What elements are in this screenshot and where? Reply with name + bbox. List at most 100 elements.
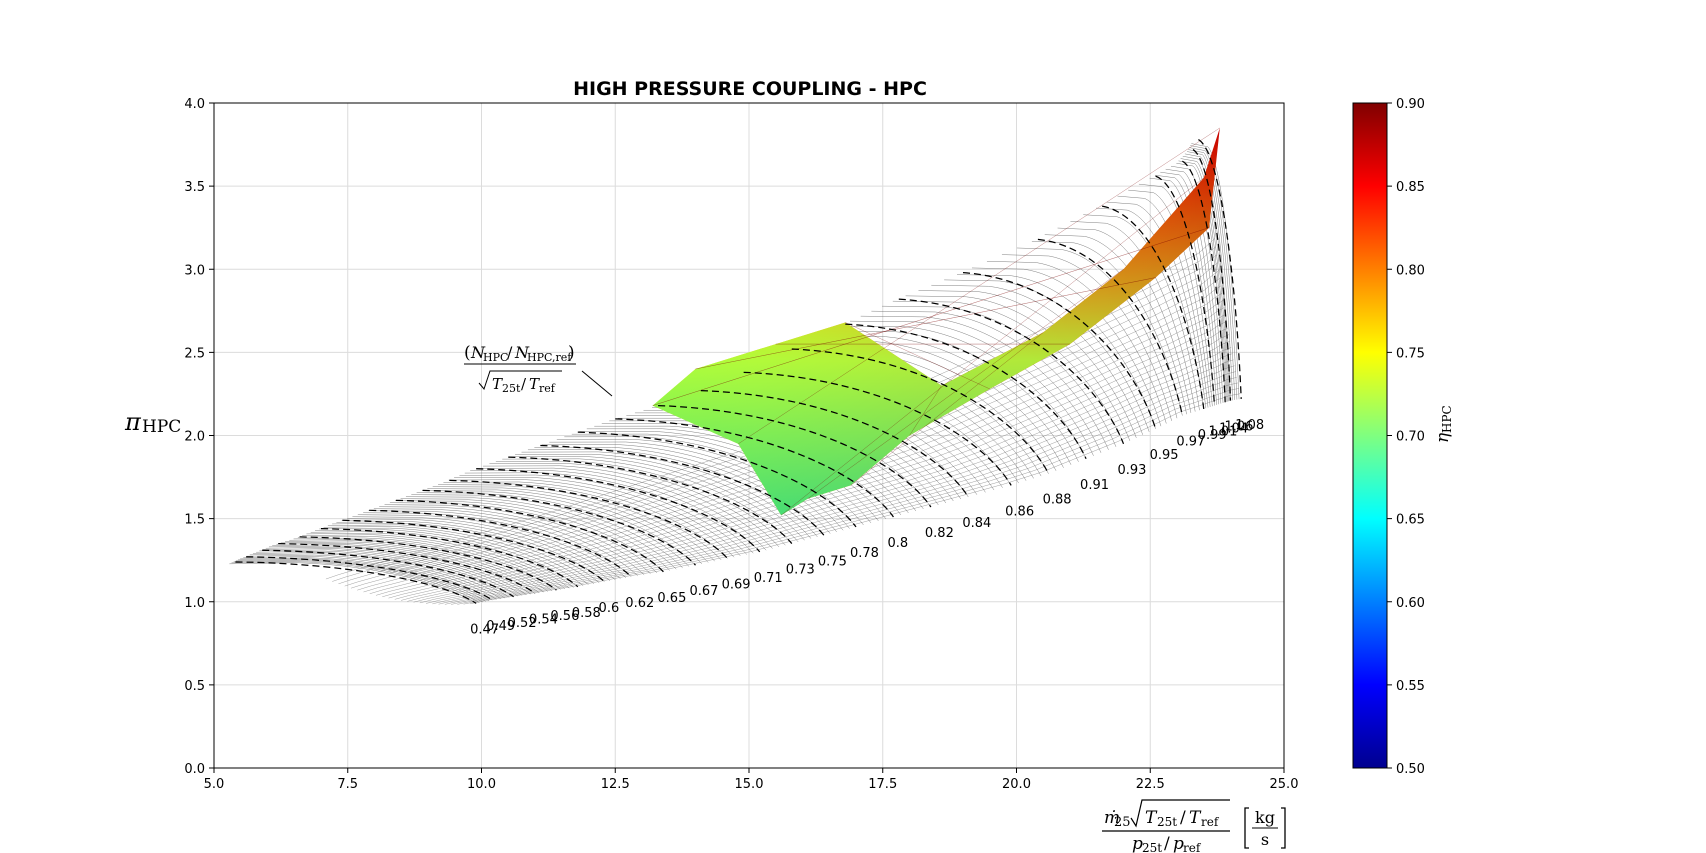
efficiency-contour (357, 277, 1221, 591)
efficiency-contour (332, 522, 600, 583)
efficiency-contour (347, 517, 616, 580)
surface-contour (807, 269, 1124, 499)
efficiency-contour (357, 513, 627, 578)
svg-text:HPC: HPC (142, 417, 181, 437)
svg-text:HPC,ref: HPC,ref (527, 351, 572, 364)
efficiency-contour (527, 449, 818, 538)
speed-line (845, 323, 1087, 460)
speed-line (1101, 205, 1205, 409)
efficiency-contour (310, 531, 574, 588)
surface-contour (909, 385, 942, 436)
svg-text:T: T (1189, 808, 1202, 828)
speed-line-label: 1.06 (1225, 420, 1254, 435)
svg-text:T: T (1145, 808, 1158, 828)
efficiency-contour (1057, 227, 1192, 413)
speed-line (508, 456, 793, 544)
x-tick-label: 17.5 (868, 777, 897, 792)
speed-line (743, 371, 1012, 486)
y-tick-label: 0.0 (184, 762, 205, 777)
speed-line (1155, 175, 1216, 406)
speed-line-label: 0.58 (572, 606, 601, 621)
efficiency-contour (1190, 145, 1238, 400)
speed-line-label: 0.86 (1005, 504, 1034, 519)
svg-text:p: p (1132, 834, 1143, 853)
speed-line-label: 0.52 (508, 616, 537, 631)
svg-text:25t: 25t (1157, 815, 1177, 829)
speed-line (449, 479, 729, 559)
surface-contour (807, 269, 1124, 499)
efficiency-contour (451, 377, 1237, 605)
speed-line-label: 0.56 (550, 609, 579, 624)
efficiency-contour (1106, 201, 1207, 409)
efficiency-contour (1178, 160, 1227, 402)
svg-text:T: T (492, 375, 503, 393)
colorbar-tick-label: 0.65 (1396, 513, 1425, 528)
efficiency-contour (1189, 147, 1236, 400)
efficiency-contour (373, 507, 645, 575)
efficiency-contour (438, 365, 1235, 605)
y-tick-label: 1.0 (184, 596, 205, 611)
colorbar-ticks: 0.50 0.55 0.60 0.65 0.70 0.75 0.80 0.85 0.90 (1387, 97, 1425, 777)
efficiency-contour (1117, 195, 1209, 408)
efficiency-contour (344, 262, 1218, 587)
efficiency-contour (352, 515, 621, 579)
speed-line (791, 348, 1050, 475)
efficiency-contour (521, 451, 812, 539)
colorbar: 0.50 0.55 0.60 0.65 0.70 0.75 0.80 0.85 0.90 η H… (1352, 97, 1454, 777)
efficiency-contour (323, 526, 589, 585)
speed-line-label: 0.47 (470, 622, 499, 637)
speed-annotation-leader (581, 370, 613, 397)
svg-text:25t: 25t (1142, 841, 1162, 853)
efficiency-contour (369, 292, 1223, 594)
svg-text:η: η (1433, 432, 1453, 443)
efficiency-contour (986, 261, 1167, 424)
efficiency-contour (363, 285, 1222, 593)
speed-line-label: 0.91 (1080, 478, 1109, 493)
speed-line (962, 271, 1157, 430)
colorbar-tick-label: 0.85 (1396, 180, 1425, 195)
surface-contour (695, 277, 1156, 370)
colorbar-tick-label: 0.75 (1396, 346, 1425, 361)
surface-contour (850, 332, 1044, 486)
surface-contour (695, 277, 1156, 370)
efficiency-contour (419, 347, 1232, 604)
surface-contour (850, 332, 1044, 486)
svg-text:): ) (568, 343, 575, 363)
speed-line-label: 0.65 (657, 591, 686, 606)
efficiency-contour (515, 453, 805, 541)
efficiency-contour (388, 314, 1226, 599)
efficiency-contour (482, 465, 773, 549)
speed-line-label: 1.04 (1219, 421, 1248, 436)
speed-line-label: 0.78 (850, 546, 879, 561)
efficiency-contour (327, 524, 595, 584)
efficiency-contour (1188, 149, 1233, 401)
speed-line-label: 0.99 (1198, 428, 1227, 443)
speed-line (1037, 238, 1183, 416)
efficiency-contour (1160, 171, 1219, 405)
svg-text:(: ( (464, 343, 471, 363)
surface-contour (850, 332, 1044, 486)
y-tick-label: 1.5 (184, 513, 205, 528)
efficiency-contour (411, 493, 690, 567)
efficiency-contour (1070, 221, 1196, 412)
efficiency-contour (971, 267, 1162, 427)
speed-line-label: 0.6 (599, 601, 620, 616)
speed-line (1198, 139, 1242, 399)
speed-line (658, 404, 932, 508)
svg-text:p: p (1173, 834, 1184, 853)
efficiency-contour (459, 474, 748, 555)
surface-contour (738, 127, 1220, 444)
surface-contour (909, 385, 942, 436)
svg-text:ṁ: ṁ (1104, 808, 1120, 828)
efficiency-contour (476, 467, 767, 551)
y-tick-label: 3.5 (184, 180, 205, 195)
efficiency-contour (508, 456, 799, 543)
colorbar-tick-label: 0.55 (1396, 679, 1425, 694)
surface-contour (652, 227, 1210, 406)
svg-text:/: / (1180, 808, 1186, 828)
speed-line (898, 298, 1125, 445)
speed-annotation: ( N HPC / N HPC,ref ) T 25t / T ref (464, 343, 613, 397)
efficiency-contour (495, 460, 786, 546)
colorbar-label: η HPC (1433, 405, 1454, 443)
speed-line-label: 0.54 (529, 612, 558, 627)
